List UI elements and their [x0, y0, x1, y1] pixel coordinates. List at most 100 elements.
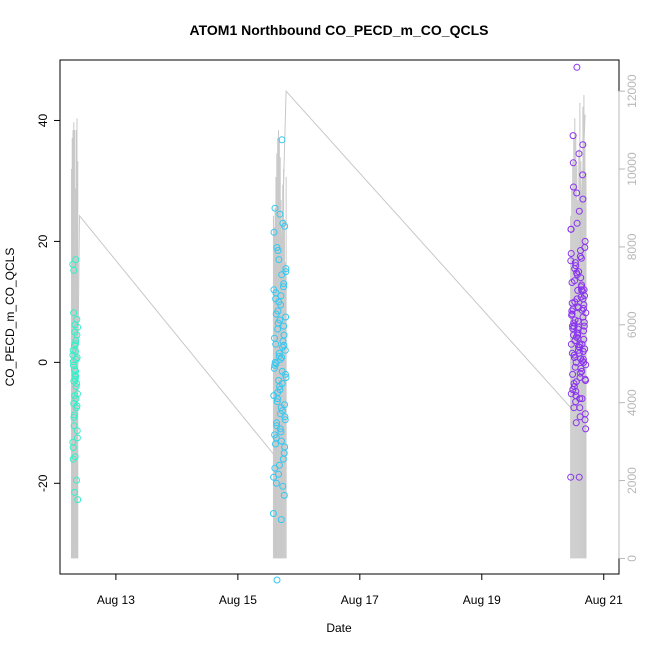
data-point [280, 280, 288, 288]
data-point [580, 318, 588, 326]
data-point [568, 299, 576, 307]
data-point [580, 305, 587, 312]
data-point [576, 369, 584, 377]
y2-tick-label: 6000 [625, 311, 639, 338]
data-point [279, 482, 287, 490]
y2-tick-label: 10000 [625, 152, 639, 186]
data-point [72, 340, 80, 348]
data-point [277, 292, 285, 300]
y-tick-label: -20 [36, 474, 50, 492]
data-point [73, 476, 80, 484]
data-point [275, 377, 283, 384]
data-point [280, 341, 288, 349]
data-point [275, 470, 282, 478]
data-point [273, 422, 281, 430]
data-point [582, 361, 590, 369]
data-point [573, 295, 581, 303]
data-point [282, 265, 290, 273]
data-point [572, 378, 580, 386]
data-point [272, 295, 280, 303]
y-axis-left: -20 0 20 40 [36, 113, 61, 492]
data-point [581, 345, 589, 353]
data-point [70, 361, 77, 369]
data-point [271, 334, 278, 342]
data-point [578, 395, 586, 403]
data-point [572, 262, 580, 270]
data-point [72, 383, 80, 390]
data-point [572, 419, 580, 427]
data-point [581, 416, 589, 424]
data-point [572, 358, 580, 366]
y-tick-label: 40 [36, 113, 50, 127]
data-point [276, 316, 284, 324]
data-point [74, 323, 82, 331]
data-point [569, 159, 577, 167]
data-point [70, 422, 78, 430]
data-point [272, 434, 280, 442]
y2-tick-label: 4000 [625, 389, 639, 416]
data-point [270, 228, 278, 236]
data-point [567, 257, 575, 265]
data-point [69, 358, 77, 366]
data-point [70, 341, 78, 349]
data-point [71, 371, 79, 379]
data-point [278, 367, 286, 375]
data-point [278, 136, 286, 144]
x-tick-label: Aug 15 [219, 593, 257, 607]
data-point [578, 306, 586, 314]
data-point [277, 410, 284, 418]
data-point [569, 370, 577, 378]
data-point [70, 400, 78, 407]
data-point [271, 464, 279, 472]
data-point [271, 204, 279, 212]
data-point [567, 225, 575, 233]
data-point [276, 386, 284, 394]
plot-frame [59, 59, 620, 575]
data-point [274, 247, 282, 254]
x-tick-label: Aug 19 [463, 593, 501, 607]
data-point [576, 413, 584, 421]
data-point [576, 395, 584, 403]
data-point [581, 375, 589, 383]
data-point [71, 392, 79, 400]
y-axis-right: 0 2000 4000 6000 8000 10000 12000 [618, 74, 639, 562]
data-point [279, 337, 287, 345]
data-point [571, 265, 579, 273]
data-point [70, 309, 78, 317]
data-point [277, 516, 285, 524]
data-point [72, 367, 80, 375]
data-point [269, 510, 277, 517]
data-point [575, 343, 582, 351]
y2-tick-label: 2000 [625, 467, 639, 494]
data-point [282, 268, 290, 276]
data-point [275, 256, 283, 264]
data-point [281, 443, 289, 451]
data-point [569, 132, 577, 140]
data-point [71, 488, 78, 496]
data-point [577, 254, 585, 262]
data-point [567, 250, 575, 257]
data-point [73, 354, 81, 361]
data-point [575, 150, 583, 158]
data-point [277, 428, 285, 436]
data-point [567, 390, 575, 398]
data-point [578, 286, 585, 294]
data-point [274, 307, 282, 315]
chart-title: ATOM1 Northbound CO_PECD_m_CO_QCLS [190, 22, 489, 38]
data-point [71, 375, 79, 383]
data-point [575, 473, 583, 481]
x-tick-label: Aug 17 [341, 593, 379, 607]
x-tick-label: Aug 21 [585, 593, 623, 607]
data-point [69, 438, 77, 446]
data-point [73, 434, 81, 442]
data-point [570, 323, 578, 331]
data-point [573, 63, 581, 71]
data-point [277, 301, 285, 309]
data-point [580, 335, 588, 343]
data-point [573, 189, 581, 197]
data-point [577, 355, 585, 363]
data-point [278, 437, 285, 445]
data-point [282, 313, 290, 321]
data-point [271, 358, 279, 366]
